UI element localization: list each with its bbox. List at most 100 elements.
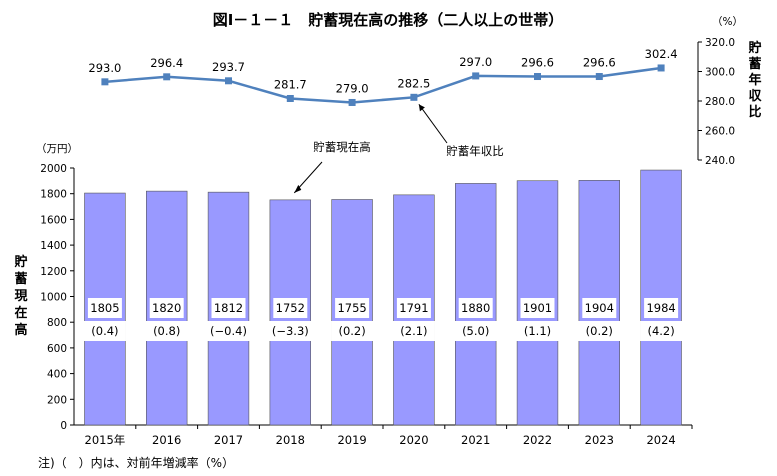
bar-change-label: (0.8)	[153, 324, 180, 338]
bar-value-label: 1755	[337, 301, 366, 315]
bar-value-box	[87, 298, 122, 318]
line-point	[163, 73, 171, 81]
line-point	[101, 78, 109, 86]
bar	[640, 169, 682, 426]
line-series-label: 貯蓄年収比	[446, 144, 504, 158]
bar-change-box	[207, 321, 250, 341]
bar-y-axis-label-char: 貯	[14, 254, 27, 270]
bar-y-tick-label: 1800	[40, 189, 67, 201]
bar-change-box	[269, 321, 312, 341]
bar-change-box	[392, 321, 435, 341]
bar-value-box	[335, 298, 370, 318]
line-value-label: 296.6	[521, 56, 554, 70]
bar-value-label: 1901	[523, 301, 552, 315]
line-y-tick-label: 300.0	[705, 67, 735, 79]
footnote: 注)（ ）内は、対前年増減率（%）	[38, 456, 235, 470]
line-point	[595, 73, 603, 81]
bar-change-label: (0.2)	[586, 324, 613, 338]
bar-change-label: (0.4)	[91, 324, 118, 338]
bar-y-tick-label: 1000	[40, 292, 67, 304]
bar-y-axis-label-char: 現	[14, 289, 27, 304]
x-category-label: 2020	[399, 433, 428, 447]
line-y-axis-label-char: 比	[748, 104, 761, 120]
line-value-label: 293.7	[212, 60, 245, 74]
bar-y-tick-label: 0	[60, 420, 67, 432]
bar-change-box	[454, 321, 497, 341]
bar-y-axis-label-char: 蓄	[14, 271, 27, 287]
bar-y-tick-label: 1600	[40, 214, 67, 226]
bar-change-box	[640, 321, 683, 341]
bar-value-box	[582, 298, 617, 318]
x-category-label: 2015年	[85, 433, 126, 447]
bar-change-box	[331, 321, 374, 341]
bar-value-label: 1791	[399, 301, 428, 315]
bar-change-box	[516, 321, 559, 341]
line-y-axis-label-char: 貯	[748, 40, 761, 56]
line-y-axis-label-char: 収	[748, 89, 762, 104]
line-value-label: 282.5	[397, 76, 430, 90]
line-y-tick-label: 280.0	[705, 96, 735, 108]
bar-y-unit: （万円）	[36, 143, 78, 155]
line-point	[225, 77, 232, 85]
bar-plot-area: 0 200 400 600 800 1000 1200 1400 1600 1800 2000 （万円…	[14, 140, 693, 447]
bar-value-label: 1820	[152, 301, 181, 315]
bar-y-axis-label-char: 在	[14, 305, 27, 321]
bar-change-label: (4.2)	[647, 324, 674, 338]
line-value-label: 293.0	[88, 61, 121, 75]
bar-y-tick-label: 400	[47, 369, 67, 381]
x-category-label: 2023	[585, 433, 614, 447]
bar-value-box	[458, 298, 493, 318]
line-point	[472, 72, 480, 80]
bar-change-label: (1.1)	[524, 324, 551, 338]
bar-y-tick-label: 1200	[40, 266, 67, 278]
bar-change-label: (2.1)	[400, 324, 427, 338]
x-category-label: 2022	[523, 433, 552, 447]
bar-value-box	[520, 298, 555, 318]
line-value-label: 302.4	[645, 47, 678, 61]
bar-value-label: 1984	[646, 301, 675, 315]
bar-y-tick-label: 800	[47, 317, 67, 329]
line-value-label: 296.4	[150, 56, 183, 70]
bar-change-box	[145, 321, 188, 341]
bar-change-label: (−0.4)	[210, 324, 247, 338]
x-category-label: 2016	[152, 433, 181, 447]
line-point	[410, 93, 418, 101]
x-category-label: 2024	[646, 433, 675, 447]
bar-change-box	[578, 321, 621, 341]
bar-value-label: 1805	[90, 301, 119, 315]
bar-y-tick-label: 200	[47, 394, 67, 406]
line-y-axis-label-char: 蓄	[748, 56, 761, 72]
bar-change-label: (5.0)	[462, 324, 489, 338]
bar-value-box	[211, 298, 246, 318]
chart-title: 図Ⅰ－１－１ 貯蓄現在高の推移（二人以上の世帯）	[213, 11, 564, 29]
bar-series-arrowhead	[294, 184, 302, 193]
line-y-unit: （%）	[712, 16, 743, 28]
line-value-label: 297.0	[459, 55, 492, 69]
bar-change-label: (−3.3)	[272, 324, 309, 338]
line-value-label: 296.6	[583, 56, 616, 70]
line-point	[286, 94, 294, 102]
x-category-label: 2019	[337, 433, 366, 447]
bar-y-tick-label: 1400	[40, 240, 67, 252]
line-value-label: 281.7	[274, 77, 307, 91]
bar-y-tick-label: 600	[47, 343, 67, 355]
bar-value-box	[149, 298, 184, 318]
bar-series-label: 貯蓄現在高	[313, 140, 371, 154]
line-value-label: 279.0	[336, 81, 369, 95]
line-y-tick-label: 320.0	[705, 37, 735, 49]
line-y-tick-label: 260.0	[705, 126, 735, 138]
line-series-path	[104, 66, 662, 104]
line-series-arrow	[418, 104, 448, 144]
line-series-arrowhead	[418, 104, 425, 112]
bar-change-label: (0.2)	[338, 324, 365, 338]
bar-value-label: 1752	[276, 301, 305, 315]
bar-value-label: 1904	[585, 301, 614, 315]
x-category-label: 2017	[214, 433, 243, 447]
x-category-label: 2021	[461, 433, 490, 447]
x-category-label: 2018	[276, 433, 305, 447]
bar-value-box	[273, 298, 308, 318]
line-point	[534, 73, 541, 81]
bar-value-label: 1880	[461, 301, 490, 315]
bar-value-box	[644, 298, 679, 318]
